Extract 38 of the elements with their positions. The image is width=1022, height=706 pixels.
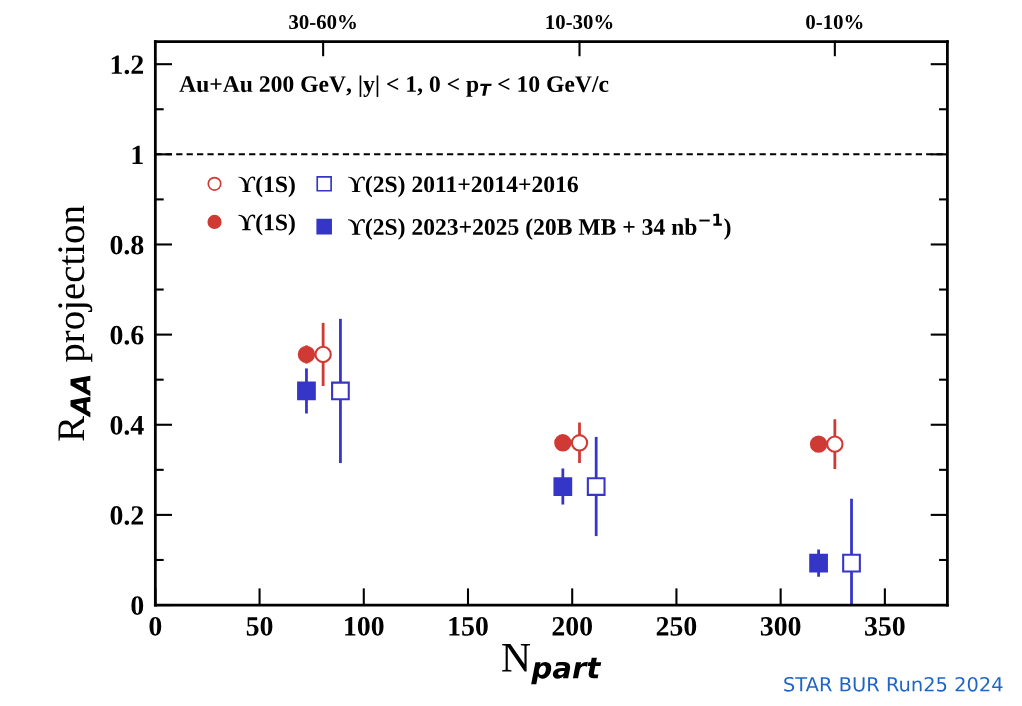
- x-tick-label: 250: [656, 616, 697, 636]
- x-tick-label: 300: [760, 616, 801, 636]
- y-tick-label: 0.6: [110, 325, 144, 345]
- point: [314, 345, 332, 364]
- point: [826, 435, 844, 453]
- point: [554, 434, 572, 452]
- text: 30-60%: [289, 15, 356, 30]
- point: [570, 434, 589, 452]
- x-tick-label: 50: [246, 616, 273, 636]
- legend-label: ϒ(2S) 2023+2025 (20B MB + 34 nb$^{−1}$): [348, 213, 731, 240]
- text: STAR BUR Run25 2024: [784, 676, 1003, 692]
- annotation: Au+Au 200 GeV, |y| < 1, 0 < p$_{T}$ < 10 GeV/c: [179, 75, 609, 97]
- x-tick-label: 200: [552, 616, 592, 636]
- x-tick-label: 0: [149, 616, 162, 636]
- point: [331, 381, 350, 401]
- point: [297, 381, 316, 401]
- point: [297, 345, 316, 364]
- point: [842, 553, 861, 573]
- y-axis-title: R$_{AA}$ projection: [58, 205, 93, 441]
- x-tick-label: 100: [345, 616, 384, 636]
- text: 0-10%: [806, 15, 863, 30]
- y-tick-label: 0.8: [110, 235, 144, 255]
- point: [809, 435, 828, 453]
- y-tick-label: 0.4: [110, 415, 144, 435]
- point: [586, 477, 606, 496]
- point: [553, 477, 573, 496]
- y-tick-label: 0.2: [110, 506, 144, 525]
- point: [809, 553, 828, 573]
- text: 10-30%: [546, 15, 613, 30]
- legend-label: ϒ(2S) 2011+2014+2016: [348, 175, 578, 198]
- x-tick-label: 350: [865, 616, 905, 636]
- legend-label: ϒ(1S): [238, 175, 295, 198]
- y-tick-label: 1.2: [111, 55, 144, 75]
- y-tick-label: 0: [131, 596, 144, 615]
- x-tick-label: 150: [449, 616, 488, 636]
- y-tick-label: 1: [132, 145, 143, 164]
- legend-label: ϒ(1S): [238, 213, 295, 236]
- x-axis-title: N$_{part}$: [502, 644, 602, 685]
